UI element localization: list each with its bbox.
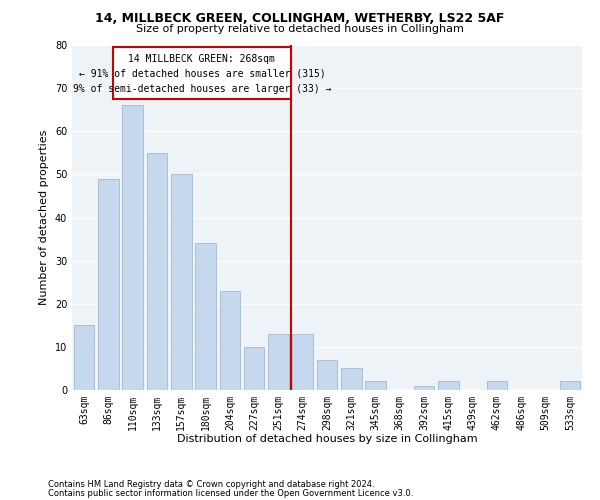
Bar [244, 347, 265, 390]
Bar [220, 291, 240, 390]
Bar [113, 47, 290, 99]
Bar [268, 334, 289, 390]
Text: 14, MILLBECK GREEN, COLLINGHAM, WETHERBY, LS22 5AF: 14, MILLBECK GREEN, COLLINGHAM, WETHERBY… [95, 12, 505, 26]
Text: 14 MILLBECK GREEN: 268sqm: 14 MILLBECK GREEN: 268sqm [128, 54, 275, 64]
Bar [98, 178, 119, 390]
Text: Size of property relative to detached houses in Collingham: Size of property relative to detached ho… [136, 24, 464, 34]
Bar [74, 326, 94, 390]
Y-axis label: Number of detached properties: Number of detached properties [39, 130, 49, 305]
Bar [146, 153, 167, 390]
Text: Contains public sector information licensed under the Open Government Licence v3: Contains public sector information licen… [48, 489, 413, 498]
Bar [487, 382, 508, 390]
Text: ← 91% of detached houses are smaller (315): ← 91% of detached houses are smaller (31… [79, 68, 325, 78]
Bar [365, 382, 386, 390]
Bar [560, 382, 580, 390]
Bar [195, 244, 216, 390]
X-axis label: Distribution of detached houses by size in Collingham: Distribution of detached houses by size … [176, 434, 478, 444]
Bar [122, 106, 143, 390]
Bar [317, 360, 337, 390]
Text: Contains HM Land Registry data © Crown copyright and database right 2024.: Contains HM Land Registry data © Crown c… [48, 480, 374, 489]
Text: 9% of semi-detached houses are larger (33) →: 9% of semi-detached houses are larger (3… [73, 84, 331, 94]
Bar [414, 386, 434, 390]
Bar [341, 368, 362, 390]
Bar [438, 382, 459, 390]
Bar [171, 174, 191, 390]
Bar [292, 334, 313, 390]
